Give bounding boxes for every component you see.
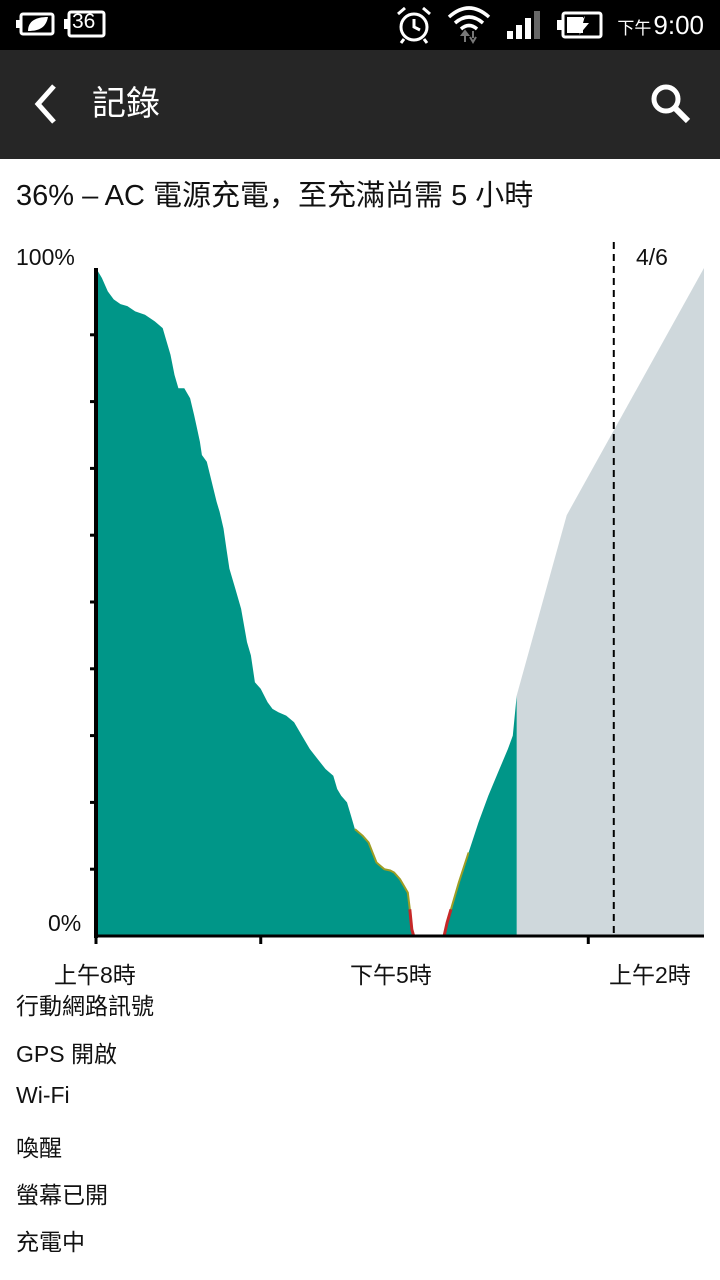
critical-battery-outline [408,909,416,937]
low-battery-outline [354,828,415,937]
battery-level-text: 36 [72,10,96,33]
chevron-left-icon[interactable] [24,80,72,128]
leaf-battery-icon [16,12,55,36]
status-left-icons: 36 [16,9,106,39]
timeline-label-wifi: Wi-Fi [16,1082,70,1108]
clock-period: 下午 [617,18,652,38]
status-right-icons: 下午9:00 [395,5,704,45]
cellular-signal-icon [507,11,541,39]
charge-area [444,695,517,936]
x-tick-label-2: 上午2時 [609,962,691,988]
charging-summary: 36% – AC 電源充電，至充滿尚需 5 小時 [16,180,534,212]
battery-history-chart [90,242,704,944]
timeline-label-screen: 螢幕已開 [16,1182,108,1208]
x-tick-label-0: 上午8時 [54,962,136,988]
y-axis-min-label: 0% [48,910,82,936]
timeline-label-signal: 行動網路訊號 [16,993,154,1019]
charging-battery-icon [557,11,603,39]
projection-area [516,268,704,936]
status-bar: 36 下午9:00 [0,0,720,50]
clock: 下午9:00 [617,10,704,41]
date-marker-label: 4/6 [636,244,668,270]
y-axis-max-label: 100% [16,244,75,270]
x-tick-label-1: 下午5時 [350,962,432,988]
discharge-area [96,268,414,936]
battery-36-icon: 36 [64,9,106,39]
page-title: 記錄 [92,84,160,124]
search-icon[interactable] [646,80,694,128]
wifi-icon [448,6,491,44]
app-bar: 記錄 [0,50,720,159]
timeline-label-gps: GPS 開啟 [16,1041,117,1067]
timeline-label-wake: 喚醒 [16,1135,62,1161]
alarm-icon [397,6,432,44]
charge-critical-outline [442,908,453,937]
timeline-label-charging: 充電中 [16,1229,85,1255]
clock-time: 9:00 [653,9,704,40]
